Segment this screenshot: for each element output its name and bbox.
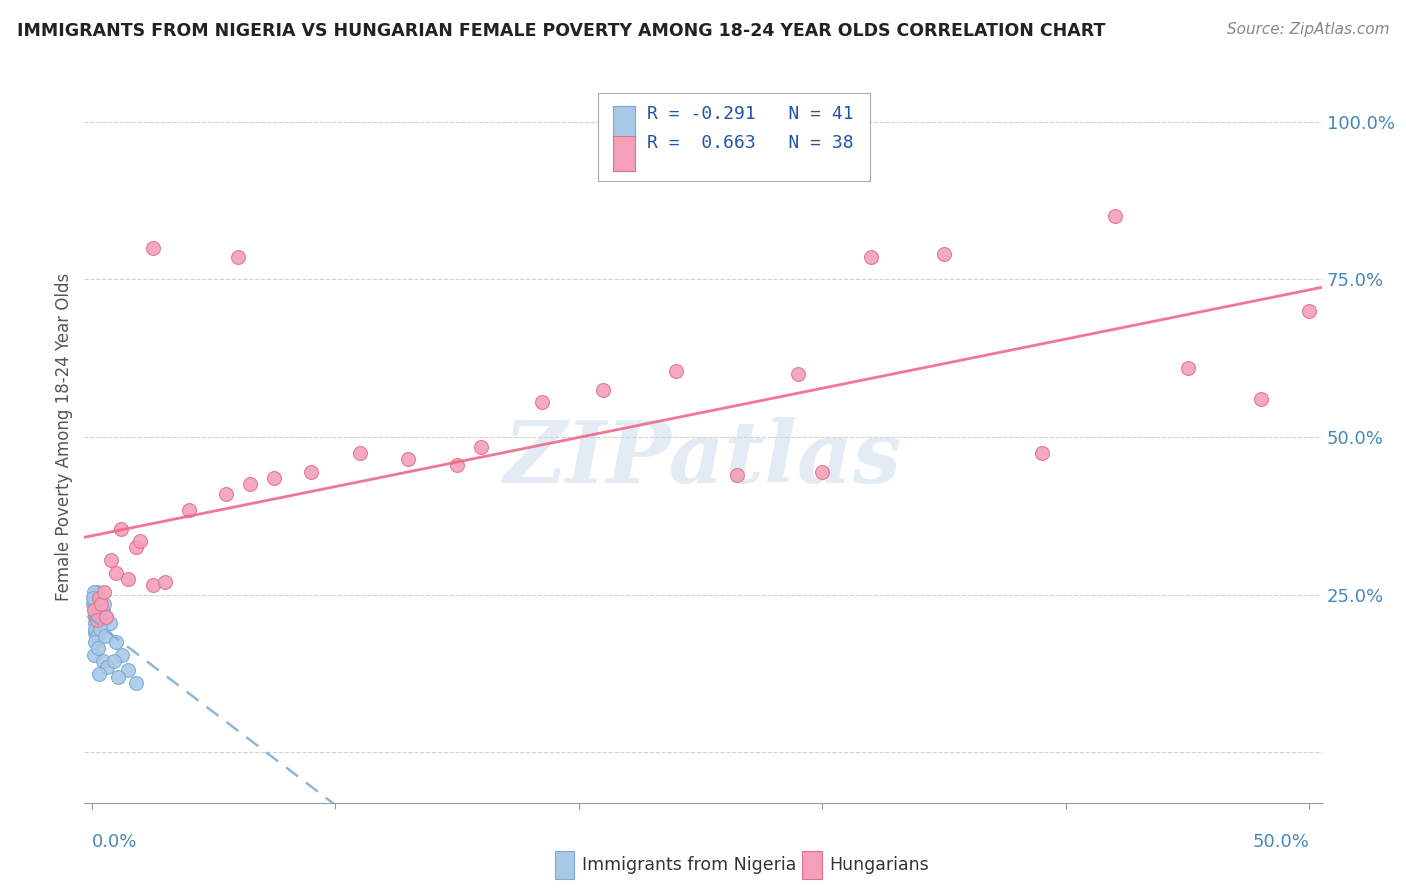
Point bbox=[87, 603, 110, 617]
FancyBboxPatch shape bbox=[613, 106, 636, 142]
Point bbox=[105, 566, 128, 580]
Text: 0.0%: 0.0% bbox=[91, 833, 136, 851]
Point bbox=[111, 648, 134, 662]
Point bbox=[84, 616, 107, 631]
Point bbox=[83, 594, 105, 608]
Point bbox=[787, 367, 810, 381]
Point bbox=[932, 247, 955, 261]
Point bbox=[87, 609, 110, 624]
Point bbox=[84, 625, 107, 640]
Point bbox=[531, 395, 554, 409]
Point bbox=[239, 477, 262, 491]
Point bbox=[1177, 360, 1199, 375]
Point bbox=[93, 597, 115, 611]
Text: Hungarians: Hungarians bbox=[830, 856, 929, 874]
Point bbox=[665, 364, 688, 378]
Point bbox=[117, 664, 139, 678]
Point bbox=[83, 584, 105, 599]
Point bbox=[87, 641, 110, 656]
Point bbox=[446, 458, 468, 473]
Text: R = -0.291   N = 41: R = -0.291 N = 41 bbox=[647, 104, 853, 123]
Point bbox=[299, 465, 322, 479]
Point bbox=[142, 241, 165, 255]
Point bbox=[84, 623, 107, 637]
Point bbox=[117, 572, 139, 586]
Point bbox=[82, 597, 104, 611]
Point bbox=[110, 521, 132, 535]
FancyBboxPatch shape bbox=[554, 851, 574, 879]
Point bbox=[107, 670, 129, 684]
Text: Immigrants from Nigeria: Immigrants from Nigeria bbox=[582, 856, 796, 874]
Point bbox=[96, 609, 118, 624]
Point bbox=[86, 584, 108, 599]
Point bbox=[96, 609, 118, 624]
Point bbox=[396, 452, 419, 467]
Point bbox=[124, 676, 146, 690]
Point bbox=[129, 534, 152, 549]
Point bbox=[592, 383, 614, 397]
Point bbox=[89, 623, 111, 637]
Point bbox=[1298, 304, 1320, 318]
Point bbox=[263, 471, 285, 485]
Point bbox=[860, 251, 883, 265]
Point bbox=[87, 600, 110, 615]
Point bbox=[89, 594, 111, 608]
Point bbox=[84, 609, 107, 624]
Text: ZIPatlas: ZIPatlas bbox=[503, 417, 903, 500]
Point bbox=[214, 487, 236, 501]
Point bbox=[83, 591, 105, 605]
Point bbox=[103, 654, 125, 668]
Point bbox=[86, 613, 108, 627]
Point bbox=[89, 616, 111, 631]
Point bbox=[96, 660, 118, 674]
Point bbox=[470, 440, 492, 454]
Point bbox=[98, 616, 121, 631]
Point bbox=[86, 613, 108, 627]
Point bbox=[142, 578, 165, 592]
Point bbox=[82, 591, 104, 605]
Point bbox=[177, 502, 200, 516]
Point bbox=[83, 603, 105, 617]
Point bbox=[87, 603, 110, 617]
Point bbox=[90, 616, 112, 631]
FancyBboxPatch shape bbox=[801, 851, 821, 879]
Point bbox=[87, 609, 110, 624]
Text: 50.0%: 50.0% bbox=[1253, 833, 1309, 851]
Point bbox=[87, 591, 110, 605]
Point bbox=[1104, 210, 1126, 224]
Point bbox=[90, 597, 112, 611]
Point bbox=[93, 584, 115, 599]
Point bbox=[87, 591, 110, 605]
Point bbox=[84, 635, 107, 649]
Point bbox=[86, 629, 108, 643]
Point bbox=[153, 575, 176, 590]
Point bbox=[349, 446, 371, 460]
Point bbox=[725, 467, 748, 482]
Point bbox=[1031, 446, 1053, 460]
Point bbox=[100, 553, 122, 567]
Text: R =  0.663   N = 38: R = 0.663 N = 38 bbox=[647, 134, 853, 152]
Point bbox=[1250, 392, 1272, 407]
Point bbox=[87, 666, 110, 681]
Point bbox=[811, 465, 834, 479]
FancyBboxPatch shape bbox=[598, 94, 870, 181]
Y-axis label: Female Poverty Among 18-24 Year Olds: Female Poverty Among 18-24 Year Olds bbox=[55, 273, 73, 601]
Point bbox=[94, 629, 117, 643]
Point bbox=[124, 541, 146, 555]
Text: Source: ZipAtlas.com: Source: ZipAtlas.com bbox=[1226, 22, 1389, 37]
Point bbox=[90, 603, 112, 617]
Point bbox=[86, 597, 108, 611]
Point bbox=[105, 635, 128, 649]
FancyBboxPatch shape bbox=[613, 136, 636, 171]
Point bbox=[91, 654, 114, 668]
Point bbox=[83, 648, 105, 662]
Point bbox=[226, 251, 249, 265]
Text: IMMIGRANTS FROM NIGERIA VS HUNGARIAN FEMALE POVERTY AMONG 18-24 YEAR OLDS CORREL: IMMIGRANTS FROM NIGERIA VS HUNGARIAN FEM… bbox=[17, 22, 1105, 40]
Point bbox=[91, 603, 114, 617]
